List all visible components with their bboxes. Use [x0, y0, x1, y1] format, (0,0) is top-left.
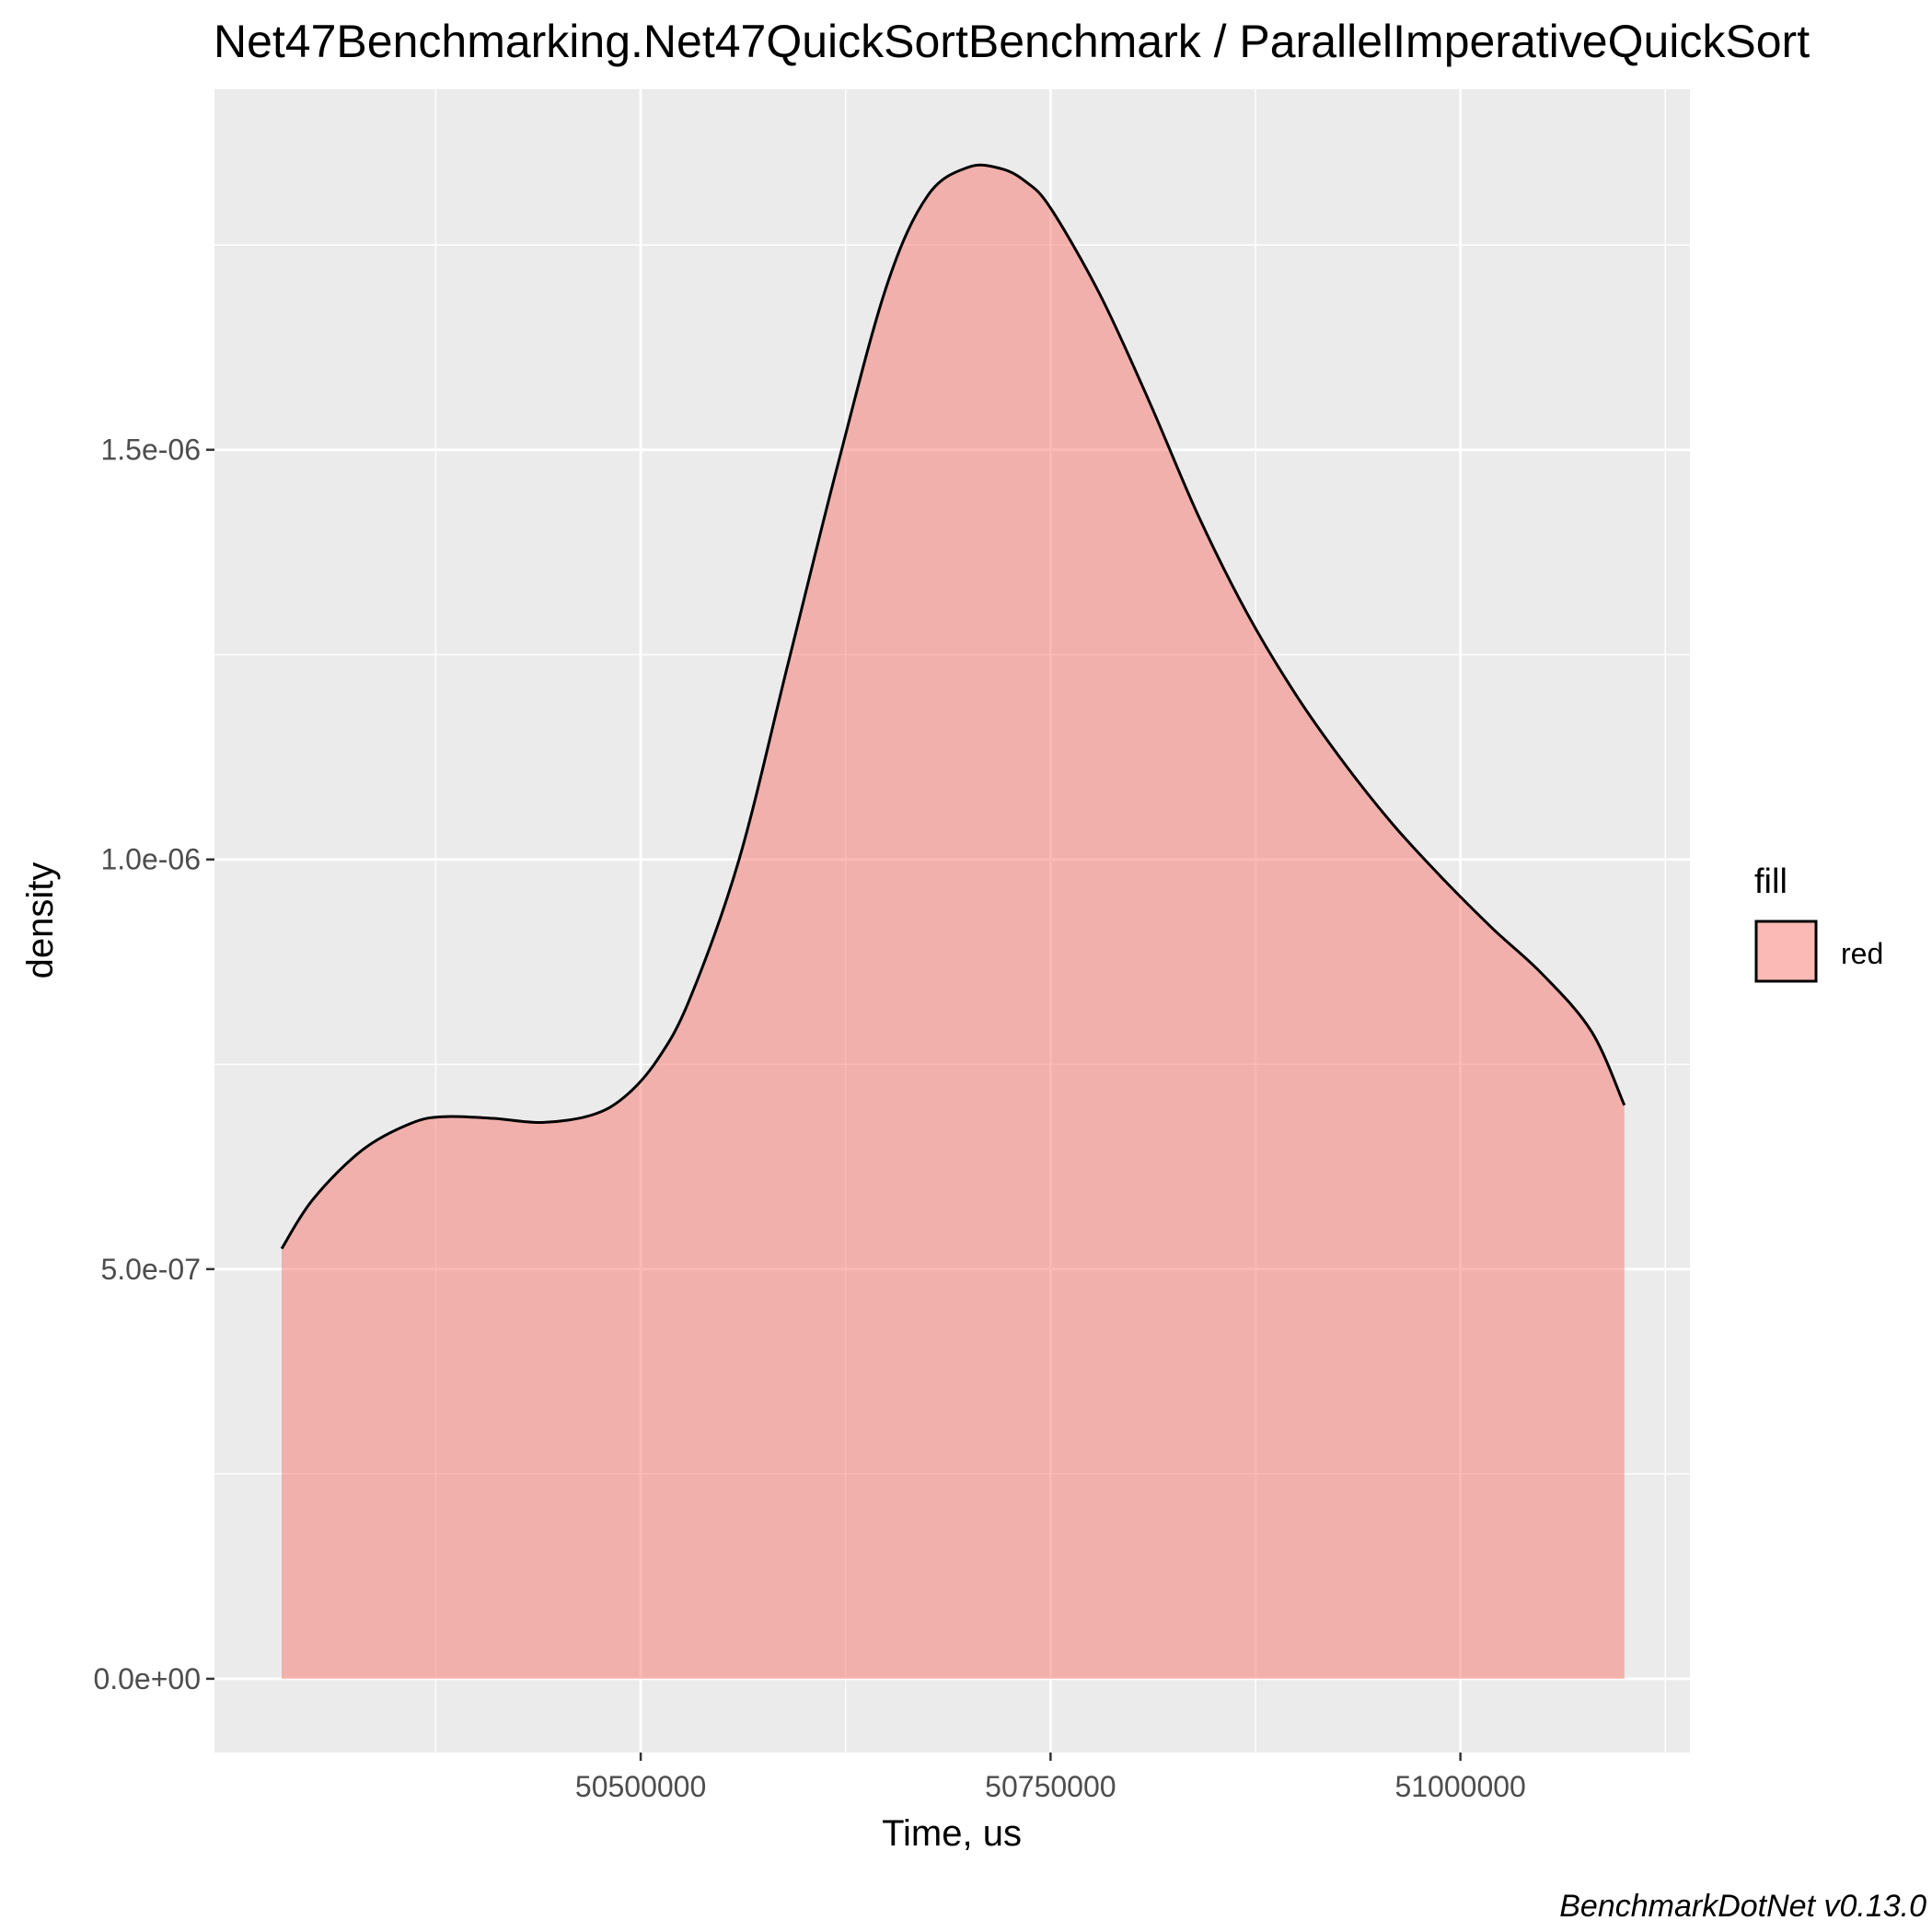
y-axis-title: density [20, 862, 61, 979]
y-tick-label-3: 1.5e-06 [100, 434, 201, 467]
y-tick-label-0: 0.0e+00 [93, 1662, 201, 1695]
x-axis-title: Time, us [882, 1813, 1022, 1854]
x-tick-label-1: 50750000 [985, 1770, 1116, 1803]
y-tick-label-2: 1.0e-06 [100, 843, 201, 876]
y-axis: 0.0e+00 5.0e-07 1.0e-06 1.5e-06 [93, 434, 214, 1695]
x-tick-label-2: 51000000 [1394, 1770, 1525, 1803]
y-tick-label-1: 5.0e-07 [100, 1253, 201, 1286]
legend-title: fill [1754, 862, 1787, 901]
caption: BenchmarkDotNet v0.13.0 [1559, 1889, 1926, 1924]
x-axis: 50500000 50750000 51000000 [575, 1753, 1526, 1803]
legend-label-red: red [1841, 937, 1883, 970]
legend: fill red [1754, 862, 1883, 983]
chart-title: Net47Benchmarking.Net47QuickSortBenchmar… [214, 16, 1810, 67]
x-tick-label-0: 50500000 [575, 1770, 706, 1803]
density-line [280, 163, 1626, 1250]
density-area [282, 165, 1625, 1679]
legend-key-red [1754, 920, 1818, 983]
